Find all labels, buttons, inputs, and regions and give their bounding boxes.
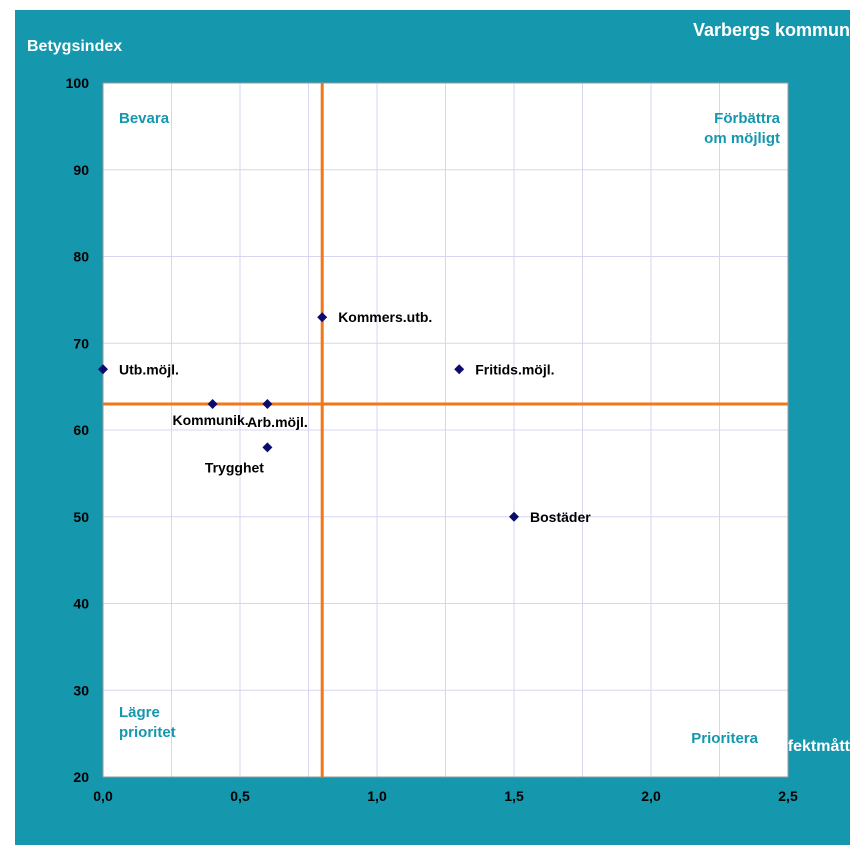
- y-axis-label: Betygsindex: [27, 38, 123, 55]
- data-point-label: Kommers.utb.: [338, 309, 432, 325]
- y-tick-label: 70: [73, 335, 89, 351]
- data-points: Kommers.utb. Utb.möjl. Fritids.möjl. Kommun…: [98, 309, 591, 525]
- quadrant-label: Bevara: [119, 110, 170, 127]
- y-tick-label: 50: [73, 509, 89, 525]
- data-point-label: Utb.möjl.: [119, 361, 179, 377]
- y-tick-label: 40: [73, 596, 89, 612]
- quadrant-label: Förbättra: [714, 110, 780, 127]
- data-point-marker: [98, 364, 108, 375]
- data-point-marker: [509, 511, 519, 522]
- grid-lines: [102, 82, 789, 778]
- data-point-marker: [262, 442, 273, 453]
- data-point-marker: [317, 312, 328, 323]
- x-tick-label: 0,0: [93, 788, 113, 804]
- chart-title: Varbergs kommun: [692, 20, 850, 40]
- data-point-label: Arb.möjl.: [247, 414, 308, 430]
- y-tick-label: 20: [73, 769, 89, 785]
- data-point-marker: [454, 364, 465, 375]
- x-tick-label: 0,5: [230, 788, 250, 804]
- data-point-label: Bostäder: [530, 509, 591, 525]
- y-tick-label: 100: [66, 75, 90, 91]
- quadrant-label: prioritet: [119, 724, 176, 741]
- y-tick-label: 90: [73, 162, 89, 178]
- y-tick-label: 60: [73, 422, 89, 438]
- x-tick-label: 2,0: [641, 788, 661, 804]
- data-point-label: Fritids.möjl.: [475, 361, 554, 377]
- data-point-marker: [207, 398, 218, 409]
- x-tick-label: 2,5: [778, 788, 798, 804]
- scatter-plot: Bevara Förbättra om möjligt Lägre prioritet P…: [66, 75, 798, 804]
- quadrant-label: Lägre: [119, 704, 160, 721]
- plot-border: [102, 82, 789, 778]
- quadrant-labels: Bevara Förbättra om möjligt Lägre prioritet P…: [119, 110, 781, 747]
- x-axis-label: Effektmått: [771, 738, 850, 755]
- data-point-marker: [262, 398, 273, 409]
- x-tick-label: 1,0: [367, 788, 387, 804]
- data-point-label: Trygghet: [205, 459, 264, 475]
- axis-ticks: 0,0 0,5 1,0 1,5 2,0 2,5 20 30 40 50 60 70 80 90 100: [66, 75, 798, 804]
- quadrant-label: Prioritera: [691, 730, 758, 747]
- data-point-label: Kommunik.: [172, 412, 248, 428]
- x-tick-label: 1,5: [504, 788, 524, 804]
- chart-frame: Varbergs kommun Betygsindex Effektmått B…: [15, 10, 850, 845]
- y-tick-label: 30: [73, 682, 89, 698]
- y-tick-label: 80: [73, 249, 89, 265]
- quadrant-label: om möjligt: [704, 130, 780, 147]
